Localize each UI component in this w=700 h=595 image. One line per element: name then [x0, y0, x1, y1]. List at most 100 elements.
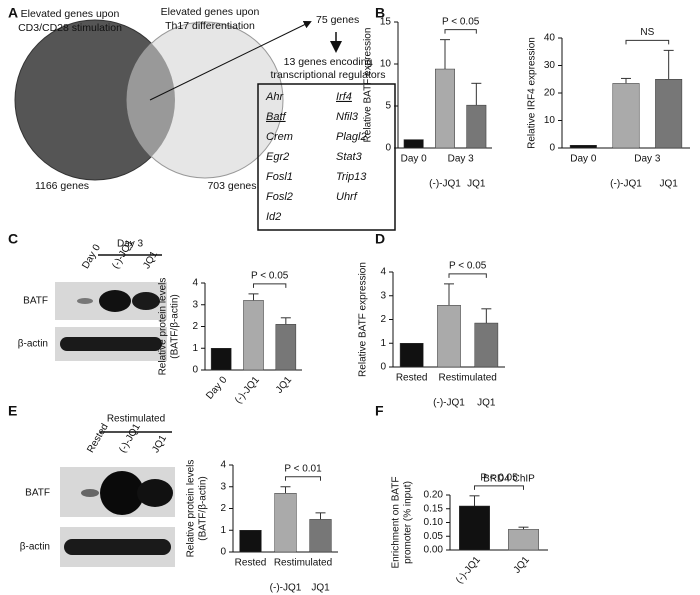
sig-label: P < 0.01	[284, 463, 322, 474]
bar	[399, 343, 424, 368]
panel-label: B	[375, 5, 385, 21]
lane-label: JQ1	[150, 433, 169, 455]
gene: Irf4	[336, 91, 352, 103]
sig-label: P < 0.05	[480, 472, 518, 483]
gene: Id2	[266, 211, 281, 223]
gene: Fosl1	[266, 171, 293, 183]
x-tick-label: JQ1	[274, 374, 294, 395]
bar	[309, 519, 332, 553]
bar	[612, 83, 640, 149]
y-tick-label: 10	[380, 59, 392, 70]
y-tick-label: 0	[192, 365, 198, 376]
y-tick-label: 0	[220, 547, 226, 558]
subset-label: transcriptional regulators	[271, 69, 386, 81]
band	[99, 290, 131, 312]
venn-label: Elevated genes upon	[161, 6, 260, 18]
x-tick-label: JQ1	[659, 179, 678, 190]
panel-label: F	[375, 403, 384, 419]
overlap-count: 75 genes	[316, 14, 359, 26]
row-label: β-actin	[18, 339, 48, 350]
y-tick-label: 3	[192, 299, 198, 310]
band	[137, 479, 173, 507]
y-tick-label: 5	[385, 101, 391, 112]
x-tick-label: JQ1	[477, 398, 496, 409]
x-tick-label: Day 0	[204, 374, 229, 401]
chart-title: BRD4 ChIP	[483, 474, 535, 485]
y-tick-label: 4	[220, 460, 226, 471]
sig-bracket	[474, 485, 524, 490]
group-label: Day 3	[448, 154, 475, 165]
panel-label: E	[8, 403, 17, 419]
y-tick-label: 10	[544, 115, 556, 126]
y-axis-label: Relative BATF expression	[363, 28, 374, 143]
blot-c	[55, 254, 167, 361]
band	[64, 539, 171, 555]
y-tick-label: 4	[192, 278, 198, 289]
gene-list: Ahr Batf Crem Egr2 Fosl1 Fosl2 Id2 Irf4 Nfil3 Pla…	[265, 91, 367, 223]
subset-label: 13 genes encoding	[284, 56, 373, 68]
bar	[275, 324, 297, 371]
y-tick-label: 2	[380, 314, 386, 325]
bar	[655, 79, 683, 149]
panel-label: D	[375, 231, 385, 247]
gene: Nfil3	[336, 111, 359, 123]
sig-bracket	[253, 283, 287, 288]
band	[81, 489, 99, 497]
band	[100, 471, 144, 515]
gene: Trip13	[336, 171, 367, 183]
y-axis-label: Relative IRF4 expression	[527, 37, 538, 149]
y-tick-label: 3	[220, 481, 226, 492]
x-tick-label: (-)-JQ1	[454, 554, 483, 586]
arrow	[149, 21, 312, 101]
bar	[437, 305, 461, 368]
gene-box	[257, 83, 396, 231]
bar	[435, 68, 455, 149]
row-label: BATF	[23, 296, 48, 307]
x-tick-label: JQ1	[512, 554, 532, 575]
y-tick-label: 30	[544, 60, 556, 71]
blot-e	[60, 431, 175, 567]
lane-label: (-)-JQ1	[110, 238, 136, 271]
band	[77, 298, 93, 304]
gene: Ahr	[265, 91, 284, 103]
gene: Stat3	[336, 151, 363, 163]
gene: Uhrf	[336, 191, 358, 203]
lane-label: Day 0	[80, 242, 103, 271]
x-tick-label: Rested	[396, 373, 428, 384]
y-tick-label: 40	[544, 33, 556, 44]
y-axis-label: (BATF/β-actin)	[198, 476, 209, 540]
sig-bracket	[285, 476, 321, 481]
group-label: Restimulated	[274, 558, 332, 569]
y-tick-label: 0.10	[424, 517, 444, 528]
group-label: Day 3	[117, 239, 144, 250]
bar	[508, 529, 539, 551]
gene: Crem	[266, 131, 293, 143]
row-label: β-actin	[20, 542, 50, 553]
y-axis-label: Relative protein levels	[186, 460, 197, 558]
y-tick-label: 0.15	[424, 503, 444, 514]
sig-label: P < 0.05	[251, 271, 289, 282]
bar	[569, 145, 597, 149]
lane-label: Rested	[85, 422, 110, 455]
panel-label: A	[8, 5, 18, 21]
y-tick-label: 0.05	[424, 531, 444, 542]
venn-count: 1166 genes	[35, 180, 89, 192]
bar	[243, 300, 264, 371]
x-tick-label: (-)-JQ1	[433, 398, 465, 409]
bar	[474, 322, 499, 368]
y-axis-label: Relative protein levels	[158, 278, 169, 376]
lane-label: JQ1	[141, 249, 160, 271]
x-tick-label: Day 0	[401, 154, 428, 165]
y-axis-label: (BATF/β-actin)	[170, 294, 181, 358]
y-tick-label: 3	[380, 290, 386, 301]
x-tick-label: JQ1	[467, 179, 486, 190]
y-tick-label: 0.20	[424, 490, 444, 501]
x-tick-label: JQ1	[311, 583, 330, 594]
row-label: BATF	[25, 488, 50, 499]
x-tick-label: Rested	[235, 558, 267, 569]
bar	[210, 348, 232, 371]
x-tick-label: (-)-JQ1	[429, 179, 461, 190]
x-tick-label: (-)-JQ1	[610, 179, 642, 190]
y-axis-label: Enrichment on BATF	[391, 476, 402, 568]
